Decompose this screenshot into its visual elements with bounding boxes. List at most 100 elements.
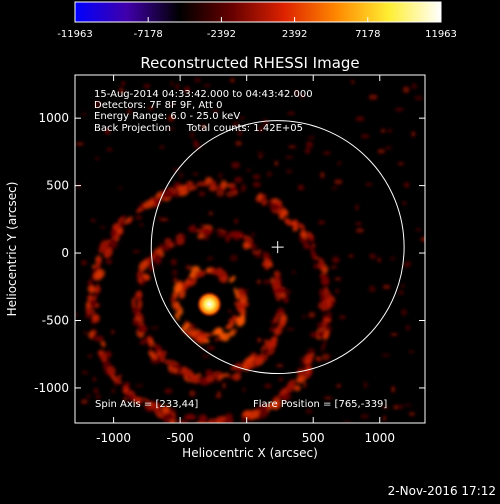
emission-speckle bbox=[317, 220, 325, 225]
emission-speckle bbox=[355, 222, 362, 225]
emission-blob bbox=[214, 327, 223, 336]
flare-position-label: Flare Position = [765,-339] bbox=[253, 399, 387, 410]
emission-speckle bbox=[256, 151, 265, 154]
timestamp: 2-Nov-2016 17:12 bbox=[388, 484, 496, 498]
emission-speckle bbox=[150, 358, 154, 364]
emission-blob bbox=[169, 369, 174, 374]
emission-speckle bbox=[368, 285, 376, 293]
emission-blob bbox=[189, 424, 197, 430]
emission-speckle bbox=[401, 284, 405, 288]
emission-blob bbox=[142, 397, 152, 405]
emission-blob bbox=[233, 189, 239, 196]
emission-blob bbox=[269, 326, 276, 333]
emission-speckle bbox=[420, 236, 425, 242]
emission-blob bbox=[324, 286, 329, 293]
emission-speckle bbox=[381, 353, 390, 357]
emission-speckle bbox=[81, 371, 89, 374]
emission-speckle bbox=[206, 345, 216, 350]
emission-speckle bbox=[309, 331, 319, 338]
emission-speckle bbox=[232, 121, 240, 127]
emission-speckle bbox=[348, 254, 354, 258]
emission-blob bbox=[236, 300, 246, 313]
emission-speckle bbox=[139, 223, 143, 227]
emission-speckle bbox=[203, 233, 209, 241]
emission-speckle bbox=[93, 100, 102, 108]
emission-blob bbox=[323, 329, 329, 340]
emission-speckle bbox=[80, 113, 88, 116]
emission-blob bbox=[103, 238, 111, 249]
emission-speckle bbox=[263, 279, 271, 284]
emission-speckle bbox=[106, 147, 113, 152]
emission-speckle bbox=[285, 155, 294, 159]
emission-speckle bbox=[105, 259, 113, 265]
emission-speckle bbox=[401, 308, 408, 316]
emission-blob bbox=[260, 196, 267, 204]
emission-blob bbox=[317, 330, 326, 339]
emission-blob bbox=[197, 335, 202, 340]
emission-speckle bbox=[92, 377, 96, 382]
emission-blob bbox=[218, 375, 223, 380]
emission-speckle bbox=[95, 393, 101, 400]
emission-speckle bbox=[233, 179, 241, 182]
emission-speckle bbox=[83, 331, 88, 335]
emission-blob bbox=[231, 314, 236, 321]
emission-blob bbox=[137, 299, 143, 310]
emission-blob bbox=[292, 226, 298, 232]
emission-blob bbox=[220, 373, 230, 378]
emission-blob bbox=[225, 324, 231, 330]
emission-blob bbox=[275, 286, 284, 294]
emission-speckle bbox=[185, 265, 192, 271]
emission-blob bbox=[139, 339, 147, 345]
emission-blob bbox=[95, 283, 100, 290]
emission-blob bbox=[183, 374, 188, 379]
emission-speckle bbox=[355, 116, 365, 122]
emission-speckle bbox=[111, 235, 117, 241]
emission-blob bbox=[173, 300, 177, 311]
emission-blob bbox=[224, 412, 233, 421]
emission-speckle bbox=[300, 361, 304, 366]
emission-blob bbox=[137, 290, 142, 299]
emission-speckle bbox=[150, 326, 159, 329]
emission-speckle bbox=[385, 146, 392, 150]
emission-speckle bbox=[330, 265, 338, 269]
emission-blob bbox=[159, 350, 167, 358]
emission-speckle bbox=[337, 161, 342, 166]
emission-blob bbox=[215, 379, 221, 383]
info-energy-range: Energy Range: 6.0 - 25.0 keV bbox=[94, 111, 240, 122]
x-tick-label: -500 bbox=[167, 431, 194, 445]
emission-blob bbox=[197, 373, 202, 377]
plot-frame bbox=[74, 74, 426, 424]
emission-speckle bbox=[84, 313, 92, 319]
emission-blob bbox=[140, 325, 148, 333]
emission-blob bbox=[150, 248, 159, 258]
emission-speckle bbox=[171, 269, 178, 276]
emission-speckle bbox=[104, 128, 111, 135]
emission-blob bbox=[220, 180, 228, 189]
emission-blob bbox=[95, 256, 102, 268]
emission-speckle bbox=[167, 127, 175, 131]
emission-blob bbox=[321, 341, 327, 352]
colorbar: -11963 -7178 -2392 2392 7178 11963 bbox=[57, 1, 457, 40]
emission-blob bbox=[323, 317, 332, 323]
emission-speckle bbox=[222, 382, 226, 389]
emission-blob bbox=[176, 237, 185, 246]
emission-blob bbox=[197, 233, 205, 239]
emission-speckle bbox=[297, 184, 305, 191]
colorbar-ticks: -11963 -7178 -2392 2392 7178 11963 bbox=[57, 17, 457, 40]
emission-speckle bbox=[387, 129, 393, 133]
emission-speckle bbox=[167, 115, 175, 122]
emission-speckle bbox=[94, 156, 100, 160]
emission-speckle bbox=[93, 388, 99, 394]
emission-speckle bbox=[134, 215, 143, 220]
emission-speckle bbox=[314, 256, 321, 260]
emission-blob bbox=[170, 296, 176, 304]
emission-blob bbox=[136, 269, 144, 279]
emission-blob bbox=[197, 423, 204, 429]
sun-center-crosshair bbox=[271, 241, 284, 254]
emission-blob bbox=[88, 278, 92, 287]
emission-blob bbox=[117, 379, 123, 385]
emission-speckle bbox=[231, 161, 241, 169]
emission-speckle bbox=[175, 83, 180, 90]
emission-blob bbox=[276, 399, 281, 404]
emission-blob bbox=[276, 274, 282, 284]
